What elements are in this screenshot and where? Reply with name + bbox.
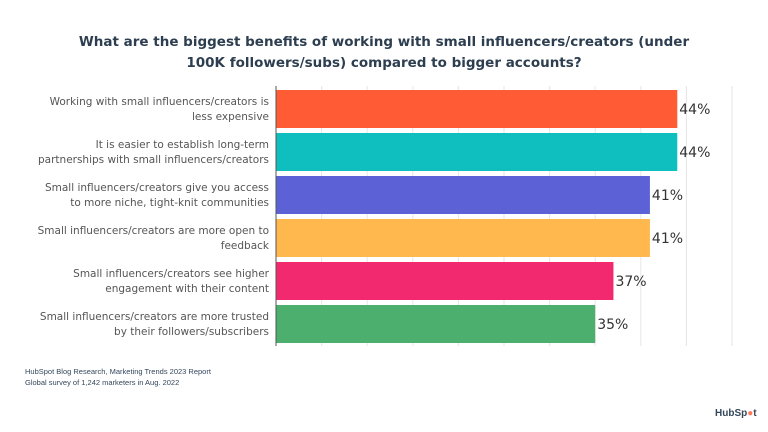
hubspot-logo: HubSp●t bbox=[715, 408, 757, 419]
bar bbox=[276, 133, 678, 171]
category-label: Small influencers/creators are more trus… bbox=[40, 311, 269, 323]
source-line-2: Global survey of 1,242 marketers in Aug.… bbox=[25, 378, 180, 387]
source-note: HubSpot Blog Research, Marketing Trends … bbox=[25, 366, 211, 388]
category-label: less expensive bbox=[192, 111, 269, 123]
category-label: partnerships with small influencers/crea… bbox=[38, 154, 269, 166]
category-label: Small influencers/creators see higher bbox=[73, 268, 270, 280]
category-label: to more niche, tight-knit communities bbox=[70, 197, 269, 209]
category-label: engagement with their content bbox=[105, 283, 269, 295]
source-line-1: HubSpot Blog Research, Marketing Trends … bbox=[25, 367, 211, 376]
bar-value-label: 44% bbox=[679, 145, 710, 161]
bar bbox=[276, 176, 650, 214]
bar-value-label: 41% bbox=[652, 231, 683, 247]
category-label: Working with small influencers/creators … bbox=[50, 96, 269, 108]
category-label: It is easier to establish long-term bbox=[96, 139, 269, 151]
bar bbox=[276, 90, 678, 128]
bar-value-label: 41% bbox=[652, 188, 683, 204]
category-label: Small influencers/creators are more open… bbox=[38, 225, 269, 237]
bar bbox=[276, 305, 596, 343]
bar bbox=[276, 262, 614, 300]
bar-value-label: 35% bbox=[597, 317, 628, 333]
chart-title: What are the biggest benefits of working… bbox=[0, 32, 768, 74]
category-label: feedback bbox=[221, 240, 270, 252]
chart-title-line-1: What are the biggest benefits of working… bbox=[78, 34, 690, 50]
chart-title-line-2: 100K followers/subs) compared to bigger … bbox=[186, 55, 582, 71]
category-label: Small influencers/creators give you acce… bbox=[45, 182, 269, 194]
bar-value-label: 37% bbox=[615, 274, 646, 290]
bar bbox=[276, 219, 650, 257]
bar-value-label: 44% bbox=[679, 102, 710, 118]
category-label: by their followers/subscribers bbox=[114, 326, 269, 338]
